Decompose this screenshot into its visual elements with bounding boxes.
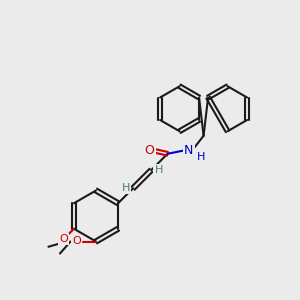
Text: H: H: [122, 183, 130, 193]
Text: O: O: [145, 144, 154, 157]
Text: O: O: [72, 236, 81, 247]
Text: H: H: [154, 165, 163, 175]
Text: O: O: [59, 234, 68, 244]
Text: H: H: [196, 152, 205, 162]
Text: N: N: [184, 144, 193, 157]
